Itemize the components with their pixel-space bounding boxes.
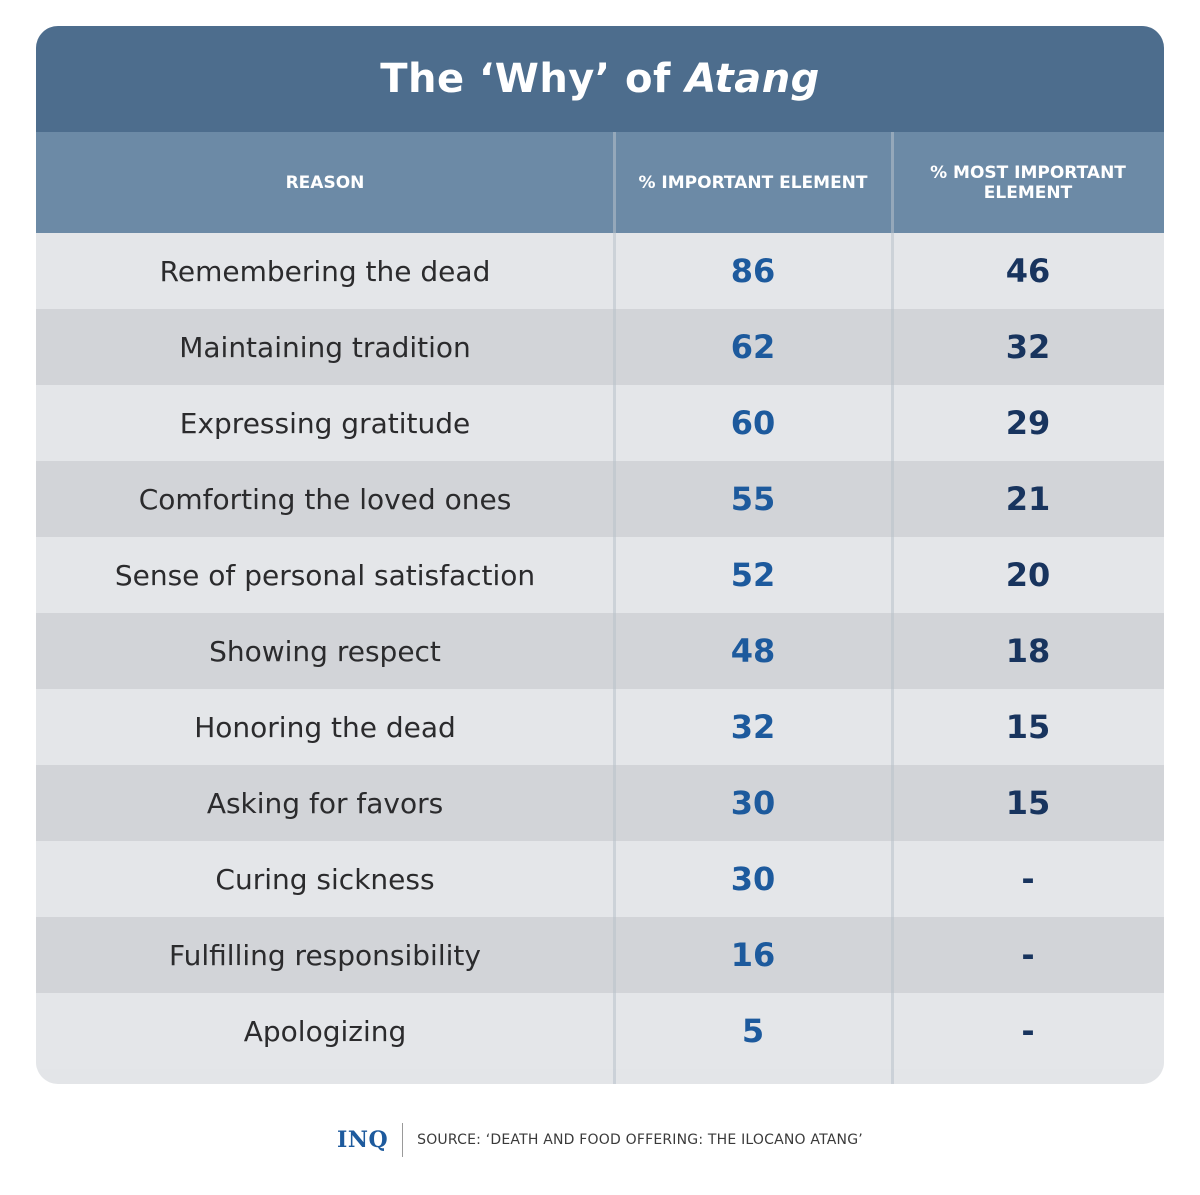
chart-title: The ‘Why’ of Atang — [380, 56, 820, 102]
inq-logo: INQ — [337, 1127, 389, 1153]
table-row: Expressing gratitude 60 29 — [36, 385, 1164, 461]
column-divider — [613, 132, 616, 1084]
table-row: Maintaining tradition 62 32 — [36, 309, 1164, 385]
important-value-cell: 48 — [730, 632, 776, 670]
most-important-value-cell: 18 — [1005, 632, 1051, 670]
title-bar: The ‘Why’ of Atang — [36, 26, 1164, 132]
reason-cell: Asking for favors — [206, 786, 444, 820]
column-header-row: REASON % IMPORTANT ELEMENT % MOST IMPORT… — [36, 132, 1164, 233]
important-value-cell: 30 — [730, 784, 776, 822]
table-row: Asking for favors 30 15 — [36, 765, 1164, 841]
most-important-value-cell: - — [1021, 860, 1035, 898]
most-important-value-cell: 15 — [1005, 784, 1051, 822]
footer: INQ SOURCE: ‘DEATH AND FOOD OFFERING: TH… — [0, 1118, 1200, 1162]
important-value-cell: 52 — [730, 556, 776, 594]
table-row: Remembering the dead 86 46 — [36, 233, 1164, 309]
important-value-cell: 30 — [730, 860, 776, 898]
title-italic: Atang — [685, 56, 820, 102]
reason-cell: Maintaining tradition — [179, 330, 471, 364]
table-card: The ‘Why’ of Atang REASON % IMPORTANT EL… — [36, 26, 1164, 1084]
important-value-cell: 62 — [730, 328, 776, 366]
reason-cell: Comforting the loved ones — [138, 482, 512, 516]
most-important-value-cell: 32 — [1005, 328, 1051, 366]
most-important-value-cell: - — [1021, 1012, 1035, 1050]
footer-divider — [402, 1123, 404, 1157]
column-header-most-important: % MOST IMPORTANT ELEMENT — [930, 162, 1126, 203]
reason-cell: Curing sickness — [215, 862, 435, 896]
most-important-value-cell: - — [1021, 936, 1035, 974]
reason-cell: Remembering the dead — [159, 254, 491, 288]
table-row: Sense of personal satisfaction 52 20 — [36, 537, 1164, 613]
column-header-important: % IMPORTANT ELEMENT — [638, 172, 868, 193]
most-important-value-cell: 46 — [1005, 252, 1051, 290]
most-important-value-cell: 20 — [1005, 556, 1051, 594]
title-text: The ‘Why’ of — [380, 56, 686, 102]
most-important-value-cell: 15 — [1005, 708, 1051, 746]
important-value-cell: 16 — [730, 936, 776, 974]
reason-cell: Showing respect — [209, 634, 441, 668]
reason-cell: Apologizing — [243, 1014, 407, 1048]
reason-cell: Fulfilling responsibility — [169, 938, 481, 972]
reason-cell: Sense of personal satisfaction — [114, 558, 536, 592]
reason-cell: Expressing gratitude — [179, 406, 471, 440]
important-value-cell: 32 — [730, 708, 776, 746]
important-value-cell: 5 — [741, 1012, 765, 1050]
column-divider — [891, 132, 894, 1084]
table-row: Apologizing 5 - — [36, 993, 1164, 1069]
table-row: Honoring the dead 32 15 — [36, 689, 1164, 765]
column-header-reason: REASON — [285, 172, 365, 193]
important-value-cell: 86 — [730, 252, 776, 290]
important-value-cell: 55 — [730, 480, 776, 518]
reason-cell: Honoring the dead — [194, 710, 456, 744]
most-important-value-cell: 21 — [1005, 480, 1051, 518]
source-note: SOURCE: ‘DEATH AND FOOD OFFERING: THE IL… — [417, 1132, 863, 1148]
table-row: Curing sickness 30 - — [36, 841, 1164, 917]
most-important-value-cell: 29 — [1005, 404, 1051, 442]
table-row: Fulfilling responsibility 16 - — [36, 917, 1164, 993]
table-row: Showing respect 48 18 — [36, 613, 1164, 689]
important-value-cell: 60 — [730, 404, 776, 442]
table-row: Comforting the loved ones 55 21 — [36, 461, 1164, 537]
